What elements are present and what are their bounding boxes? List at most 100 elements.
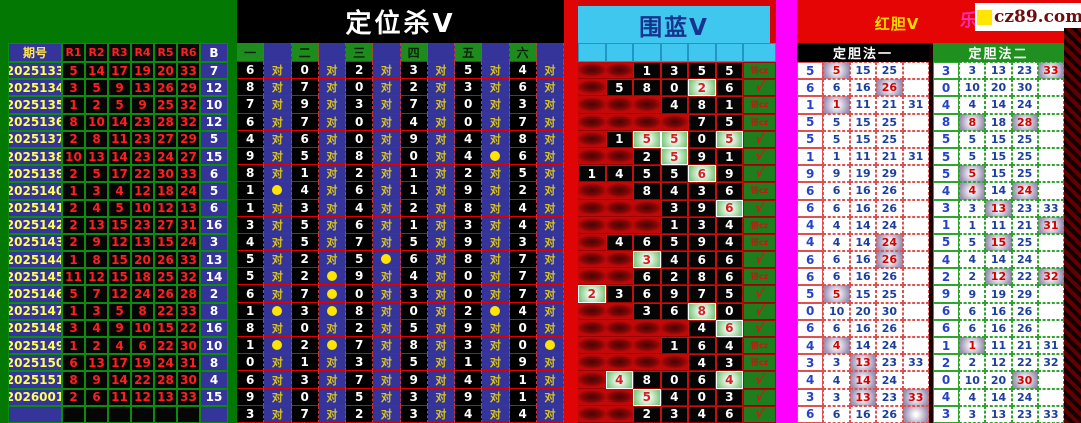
kill-result-cell: 对 — [264, 199, 292, 217]
dan-tail-digit-cell: 1 — [933, 216, 960, 234]
kill-result-cell — [264, 337, 292, 355]
dan-number-cell: 28 — [1011, 113, 1038, 131]
dan-tail-digit-cell: 2 — [933, 268, 960, 286]
dan-tail-digit-cell: 0 — [933, 79, 960, 97]
red-ball-cell: 5 — [108, 96, 131, 114]
red-ball-cell: 28 — [177, 285, 200, 303]
dan-number-cell: 26 — [1011, 319, 1038, 338]
blue-empty-cell — [578, 388, 606, 406]
dan-number-cell: 8 — [959, 113, 986, 131]
red-column-header: R6 — [177, 43, 200, 62]
blue-candidate-cell: 3 — [715, 354, 743, 372]
dan-tail-digit-cell: 3 — [933, 199, 960, 217]
blue-result-cell: 错cz — [743, 337, 776, 355]
kill-digit-cell: 2 — [509, 182, 537, 200]
blue-candidate-cell: 3 — [633, 302, 661, 320]
dan-tail-digit-cell: 0 — [797, 302, 824, 320]
dan-number-cell: 1 — [823, 147, 850, 166]
check-icon: √ — [753, 286, 766, 302]
red-ball-cell: 13 — [154, 388, 177, 406]
dan-method1-header: 定胆法一 — [797, 43, 929, 62]
blue-candidate-cell: 8 — [688, 96, 716, 114]
kill-result-cell: 对 — [482, 388, 510, 406]
dan-tables-divider — [929, 43, 933, 423]
dan-number-cell: 5 — [823, 62, 850, 80]
dan-tail-digit-cell: 6 — [797, 199, 824, 217]
blue-result-cell: 错cz — [743, 182, 776, 200]
miss-dot-icon — [490, 305, 501, 316]
kill-digit-cell: 8 — [237, 165, 265, 183]
kill-result-cell: 对 — [373, 62, 401, 80]
red-ball-cell: 1 — [62, 302, 85, 320]
blue-result-cell: √ — [743, 79, 776, 97]
kill-digit-cell: 0 — [346, 79, 374, 97]
dan-number-cell: 21 — [1011, 337, 1038, 355]
blue-candidate-cell: 6 — [715, 251, 743, 269]
dan-number-cell — [902, 251, 929, 269]
dan-number-cell: 32 — [1037, 354, 1064, 372]
dan-number-cell: 4 — [959, 388, 986, 406]
kill-digit-cell: 5 — [400, 354, 428, 372]
blue-empty-cell — [633, 354, 661, 372]
check-icon: √ — [753, 389, 766, 405]
dan-number-cell: 25 — [876, 285, 903, 303]
dan-number-cell: 4 — [823, 233, 850, 252]
dan-number-cell: 13 — [985, 405, 1012, 423]
red-ball-cell: 22 — [131, 165, 154, 183]
dan-method2-table: 3 3 13 23 33 0 10 20 30 4 4 14 24 8 8 18 28 5 5 15 25 5 5 15 25 5… — [933, 62, 1064, 423]
red-ball-cell: 25 — [154, 96, 177, 114]
check-icon: √ — [753, 131, 766, 147]
check-icon: √ — [753, 320, 766, 336]
kill-digit-cell: 0 — [346, 130, 374, 148]
blue-empty-cell — [578, 147, 606, 166]
kill-digit-cell: 1 — [400, 216, 428, 234]
dan-number-cell: 25 — [1011, 147, 1038, 166]
kill-result-cell: 对 — [373, 302, 401, 320]
red-ball-cell: 14 — [108, 113, 131, 131]
miss-label: 错cz — [750, 237, 769, 247]
kill-digit-cell: 4 — [509, 62, 537, 80]
red-ball-cell: 1 — [62, 96, 85, 114]
blue-empty-cell — [578, 79, 606, 97]
dan-number-cell: 23 — [1011, 199, 1038, 217]
red-ball-cell: 10 — [131, 199, 154, 217]
dan-number-cell: 14 — [849, 371, 877, 389]
dan-tail-digit-cell: 3 — [933, 405, 960, 423]
blue-ball-cell: 12 — [200, 113, 228, 131]
red-ball-cell: 20 — [154, 62, 177, 80]
kill-result-cell: 对 — [318, 79, 346, 97]
dan-number-cell: 6 — [823, 405, 850, 423]
kill-digit-cell: 8 — [455, 199, 483, 217]
dan-number-cell: 6 — [959, 302, 986, 320]
kill-digit-cell: 9 — [346, 268, 374, 286]
site-watermark[interactable]: cz89.com — [975, 3, 1081, 31]
blue-empty-cell — [605, 319, 633, 338]
red-ball-cell — [131, 405, 154, 423]
dan-tail-digit-cell: 6 — [797, 182, 824, 200]
kill-digit-cell: 6 — [509, 147, 537, 166]
dan-number-cell: 31 — [902, 96, 929, 114]
blue-empty-cell — [605, 199, 633, 217]
red-ball-cell: 13 — [85, 216, 108, 234]
kill-digit-cell: 4 — [509, 302, 537, 320]
kill-position-header-blank — [373, 43, 401, 62]
dan-number-cell: 30 — [1011, 79, 1038, 97]
dan-number-cell: 16 — [849, 251, 877, 269]
kill-position-header-blank — [264, 43, 292, 62]
red-ball-cell: 19 — [131, 62, 154, 80]
red-ball-cell: 23 — [131, 147, 154, 166]
dan-number-cell: 30 — [1011, 371, 1038, 389]
dan-method2-header: 定胆法二 — [933, 43, 1064, 62]
blue-zone-title: 围蓝V — [639, 14, 709, 41]
position-kill-banner: 定位杀V — [237, 0, 564, 43]
issue-cell: 2025133 — [8, 62, 62, 80]
dan-number-cell: 20 — [985, 79, 1012, 97]
blue-candidate-cell: 6 — [688, 251, 716, 269]
kill-digit-cell: 2 — [346, 62, 374, 80]
dan-number-cell: 13 — [985, 199, 1012, 217]
kill-result-cell: 对 — [264, 130, 292, 148]
red-ball-cell: 5 — [108, 199, 131, 217]
dan-number-cell: 32 — [1037, 268, 1064, 286]
dan-number-cell: 11 — [849, 96, 877, 114]
blue-result-cell: √ — [743, 199, 776, 217]
